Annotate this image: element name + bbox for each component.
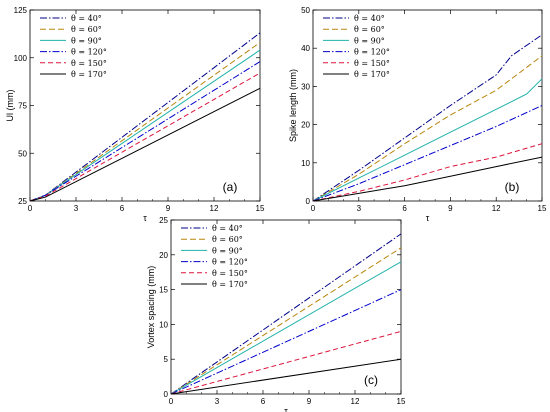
y-tick-label: 0 [164, 390, 169, 399]
plot-frame [170, 219, 402, 395]
panel-c: 0 3 6 9 12 15 0 5 10 15 20 25 τ Vortex spacing (mm) θ … [146, 216, 406, 412]
y-tick-label: 30 [301, 82, 310, 91]
panel-a: 0 3 6 9 12 15 25 50 75 100 125 τ Ul (mm) θ = 40° θ = 6… [5, 6, 265, 223]
panel-label: (a) [223, 180, 238, 194]
series-line-1 [312, 34, 543, 202]
panel-label: (c) [364, 373, 378, 387]
series-line-5 [312, 143, 543, 202]
legend-label-3: θ = 90° [354, 36, 385, 45]
x-tick-label: 0 [169, 397, 174, 406]
legend-label-6: θ = 170° [354, 70, 390, 79]
y-tick-label: 40 [301, 44, 310, 53]
y-axis-label: Vortex spacing (mm) [146, 266, 156, 349]
series-line-3 [312, 78, 543, 202]
x-tick-label: 9 [166, 204, 171, 213]
panel-b: 0 3 6 9 12 15 0 10 20 30 40 50 τ Spike length (mm) θ =… [288, 6, 547, 223]
series-line-4 [29, 61, 261, 202]
y-tick-label: 125 [14, 6, 28, 15]
x-tick-label: 15 [397, 397, 406, 406]
x-tick-label: 15 [538, 204, 547, 213]
legend-label-4: θ = 120° [354, 48, 390, 57]
x-axis-label: τ [143, 213, 147, 223]
series-line-3 [170, 261, 402, 395]
plot-frame [312, 9, 543, 202]
x-tick-label: 3 [215, 397, 220, 406]
x-tick-label: 9 [448, 204, 453, 213]
legend-label-1: θ = 40° [354, 14, 385, 23]
legend-label-4: θ = 120° [71, 48, 107, 57]
legend-label-5: θ = 150° [71, 59, 107, 68]
y-tick-label: 15 [159, 286, 168, 295]
y-axis-label: Ul (mm) [5, 90, 15, 122]
series-line-2 [29, 42, 261, 202]
y-tick-label: 50 [18, 149, 27, 158]
legend-label-4: θ = 120° [212, 258, 248, 267]
series-line-6 [29, 87, 261, 202]
x-tick-label: 0 [28, 204, 33, 213]
y-tick-label: 5 [164, 355, 169, 364]
x-tick-label: 15 [256, 204, 265, 213]
x-axis-label: τ [426, 213, 430, 223]
legend-label-5: θ = 150° [354, 59, 390, 68]
legend-label-6: θ = 170° [71, 70, 107, 79]
series-line-6 [170, 358, 402, 395]
x-tick-label: 6 [402, 204, 407, 213]
x-tick-label: 6 [261, 397, 266, 406]
legend-label-2: θ = 60° [71, 25, 102, 34]
x-tick-label: 3 [357, 204, 362, 213]
y-tick-label: 10 [301, 159, 310, 168]
x-tick-label: 9 [307, 397, 312, 406]
legend-label-3: θ = 90° [212, 246, 243, 255]
y-tick-label: 0 [306, 197, 311, 206]
legend-label-6: θ = 170° [212, 280, 248, 289]
y-tick-label: 20 [159, 251, 168, 260]
legend-label-1: θ = 40° [71, 14, 102, 23]
series-line-4 [312, 105, 543, 202]
x-tick-label: 12 [210, 204, 219, 213]
y-tick-label: 20 [301, 121, 310, 130]
y-tick-label: 10 [159, 320, 168, 329]
series-line-6 [312, 156, 543, 202]
series-line-5 [29, 72, 261, 202]
x-tick-label: 12 [492, 204, 501, 213]
x-axis-label: τ [284, 406, 288, 412]
legend-label-5: θ = 150° [212, 269, 248, 278]
legend-label-1: θ = 40° [212, 224, 243, 233]
x-tick-label: 6 [120, 204, 125, 213]
x-tick-label: 0 [311, 204, 316, 213]
y-tick-label: 75 [18, 102, 27, 111]
y-tick-label: 50 [301, 6, 310, 15]
series-line-1 [170, 233, 402, 395]
y-tick-label: 25 [18, 197, 27, 206]
series-line-3 [29, 49, 261, 202]
x-tick-label: 12 [351, 397, 360, 406]
x-tick-label: 3 [74, 204, 79, 213]
series-line-2 [170, 247, 402, 395]
legend-label-2: θ = 60° [354, 25, 385, 34]
panel-label: (b) [505, 180, 520, 194]
series-line-4 [170, 289, 402, 395]
series-line-1 [29, 32, 261, 202]
legend-label-2: θ = 60° [212, 235, 243, 244]
legend-label-3: θ = 90° [71, 36, 102, 45]
y-tick-label: 100 [14, 54, 28, 63]
y-axis-label: Spike length (mm) [288, 69, 298, 142]
series-line-2 [312, 55, 543, 202]
y-tick-label: 25 [159, 216, 168, 225]
